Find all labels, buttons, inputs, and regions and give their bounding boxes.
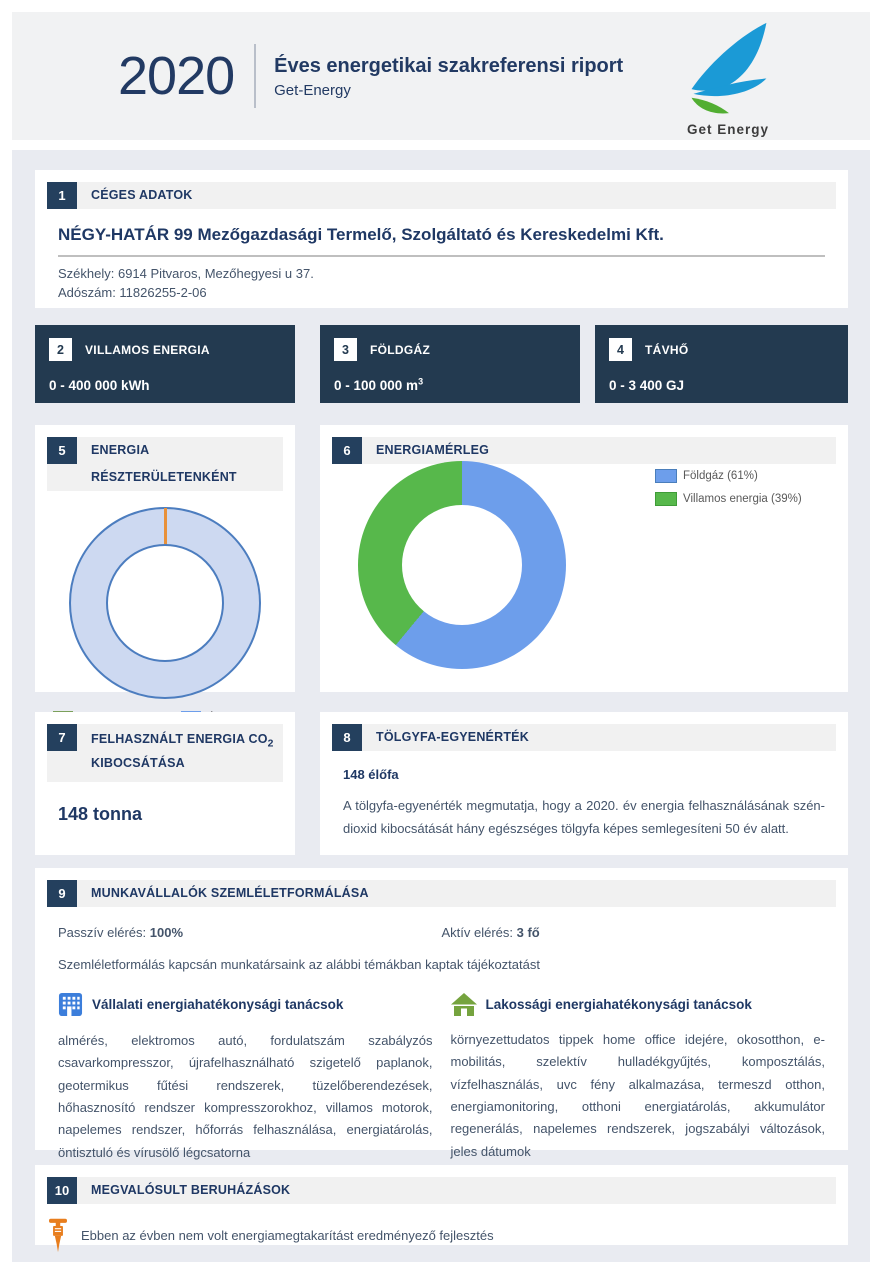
report-subtitle: Get-Energy [274,81,351,99]
section-title: ENERGIAMÉRLEG [376,443,490,457]
szallitas-zero-marker [163,508,167,546]
legend-swatch-blue [655,469,677,483]
report-body: 1 CÉGES ADATOK NÉGY-HATÁR 99 Mezőgazdasá… [12,150,870,1262]
section-energy-by-subarea: 5 ENERGIA RÉSZTERÜLETENKÉNT Tevékenység … [35,425,295,742]
divider-line [58,255,825,257]
donut-hole [106,544,224,662]
section-header-1: 1 CÉGES ADATOK [47,182,836,209]
stat-box-title: TÁVHŐ [645,342,689,357]
column-title: Lakossági energiahatékonysági tanácsok [485,996,752,1012]
cubic-meter-exponent: 3 [418,376,424,387]
section-header-7: 7 FELHASZNÁLT ENERGIA CO2 KIBOCSÁTÁSA [47,724,283,782]
section-number-badge: 2 [49,338,72,361]
section-title: FELHASZNÁLT ENERGIA CO2 KIBOCSÁTÁSA [91,732,274,770]
donut-hole [402,505,522,625]
awareness-intro: Szemléletformálás kapcsán munkatársaink … [58,957,540,972]
section-number-badge: 10 [47,1177,77,1204]
company-logo: Get Energy [674,20,782,137]
section-number-badge: 9 [47,880,77,907]
report-header: 2020 Éves energetikai szakreferensi ripo… [12,12,870,140]
section-header-5: 5 ENERGIA RÉSZTERÜLETENKÉNT [47,437,283,491]
company-name: NÉGY-HATÁR 99 Mezőgazdasági Termelő, Szo… [58,225,664,244]
section-number-badge: 3 [334,338,357,361]
residential-topics: környezettudatos tippek home office idej… [450,1032,826,1159]
oak-trees-value: 148 élőfa [343,767,399,782]
active-reach: Aktív elérés: 3 fő [441,925,540,940]
section-number-badge: 6 [332,437,362,464]
section-number-badge: 5 [47,437,77,464]
stat-box-title: VILLAMOS ENERGIA [85,342,210,357]
report-title: Éves energetikai szakreferensi riport [274,54,624,77]
stat-box-value: 0 - 400 000 kWh [49,378,150,393]
office-building-icon [58,992,83,1017]
report-year: 2020 [118,46,235,106]
section-header-8: 8 TÖLGYFA-EGYENÉRTÉK [332,724,836,751]
legend-item-villamos-energia: Villamos energia (39%) [655,492,802,506]
section-title: MUNKAVÁLLALÓK SZEMLÉLETFORMÁLÁSA [91,886,369,900]
stat-box-electricity: 2 VILLAMOS ENERGIA 0 - 400 000 kWh [35,325,295,403]
company-headquarters: Székhely: 6914 Pitvaros, Mezőhegyesi u 3… [58,266,314,281]
stat-box-value: 0 - 100 000 m3 [334,376,424,393]
corporate-topics: almérés, elektromos autó, fordulatszám s… [58,1033,433,1160]
legend-label: Villamos energia (39%) [683,493,802,505]
section-energy-balance: 6 ENERGIAMÉRLEG Földgáz (61%) Villamos e… [320,425,848,692]
section-title: MEGVALÓSULT BERUHÁZÁSOK [91,1183,291,1197]
get-energy-leaf-icon [691,22,767,114]
legend-item-foldgaz: Földgáz (61%) [655,469,802,483]
jackhammer-icon [49,1218,67,1253]
section-employee-awareness: 9 MUNKAVÁLLALÓK SZEMLÉLETFORMÁLÁSA Passz… [35,868,848,1160]
section-co2-emission: 7 FELHASZNÁLT ENERGIA CO2 KIBOCSÁTÁSA 148… [35,712,295,855]
section-company-data: 1 CÉGES ADATOK NÉGY-HATÁR 99 Mezőgazdasá… [35,170,848,308]
section-number-badge: 7 [47,724,77,751]
corporate-advice-column: Vállalati energiahatékonysági tanácsok a… [58,992,433,1164]
logo-caption: Get Energy [686,122,770,137]
stat-box-natural-gas: 3 FÖLDGÁZ 0 - 100 000 m3 [320,325,580,403]
column-title: Vállalati energiahatékonysági tanácsok [92,997,344,1012]
chart-legend: Földgáz (61%) Villamos energia (39%) [655,469,802,506]
residential-advice-column: Lakossági energiahatékonysági tanácsok k… [450,992,826,1164]
section-completed-investments: 10 MEGVALÓSULT BERUHÁZÁSOK Ebben az évbe… [35,1165,848,1253]
company-tax-number: Adószám: 11826255-2-06 [58,285,207,300]
legend-swatch-green [655,492,677,506]
section-title: TÖLGYFA-EGYENÉRTÉK [376,730,529,744]
section-oak-equivalent: 8 TÖLGYFA-EGYENÉRTÉK 148 élőfa A tölgyfa… [320,712,848,855]
passive-reach: Passzív elérés: 100% [58,925,184,940]
section-header-6: 6 ENERGIAMÉRLEG [332,437,836,464]
section-title: ENERGIA RÉSZTERÜLETENKÉNT [91,443,237,484]
house-icon [450,993,477,1016]
section-title: CÉGES ADATOK [91,188,193,202]
energy-balance-donut-chart [358,461,566,669]
co2-tonnes-value: 148 tonna [58,804,143,824]
section-number-badge: 8 [332,724,362,751]
section-header-10: 10 MEGVALÓSULT BERUHÁZÁSOK [47,1177,836,1204]
section-header-9: 9 MUNKAVÁLLALÓK SZEMLÉLETFORMÁLÁSA [47,880,836,907]
section-number-badge: 4 [609,338,632,361]
header-divider [254,44,257,108]
investments-note: Ebben az évben nem volt energiamegtakarí… [81,1227,494,1243]
stat-box-title: FÖLDGÁZ [370,342,431,357]
reach-stats-row: Passzív elérés: 100% Aktív elérés: 3 fő [58,925,825,940]
energy-subarea-donut-chart [69,507,261,699]
stat-box-value: 0 - 3 400 GJ [609,378,685,393]
section-number-badge: 1 [47,182,77,209]
oak-description: A tölgyfa-egyenérték megmutatja, hogy a … [343,798,825,836]
co2-subscript: 2 [267,738,274,750]
stat-box-district-heat: 4 TÁVHŐ 0 - 3 400 GJ [595,325,848,403]
legend-label: Földgáz (61%) [683,470,758,482]
